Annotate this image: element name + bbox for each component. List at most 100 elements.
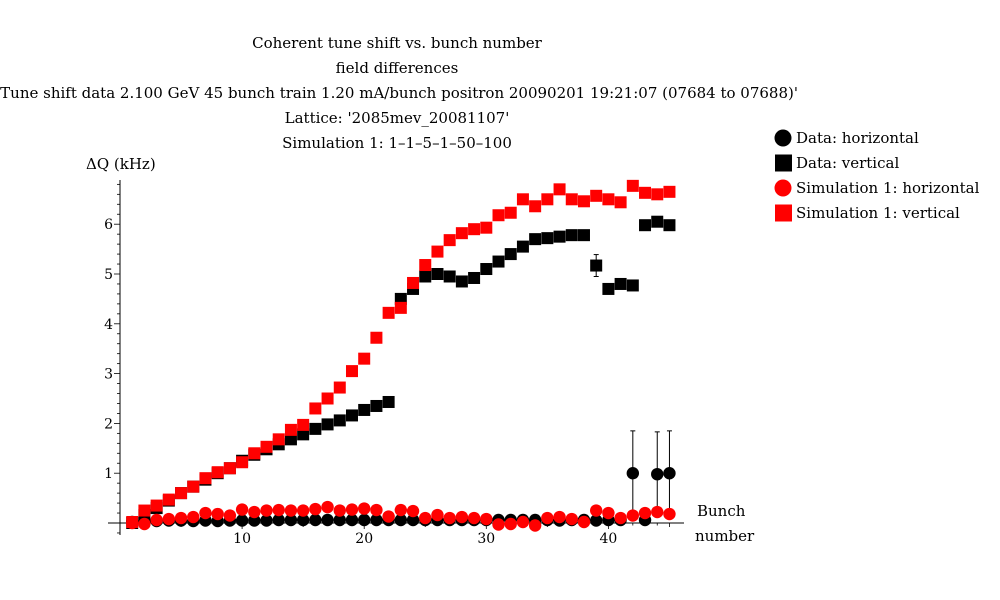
legend-label: Simulation 1: vertical	[796, 204, 960, 222]
data-point	[565, 229, 578, 242]
data-point	[626, 279, 639, 292]
y-tick-label: 1	[104, 466, 113, 482]
data-point	[480, 221, 493, 234]
chart-title: Coherent tune shift vs. bunch number fiel…	[0, 34, 798, 152]
data-point	[516, 515, 530, 529]
y-tick-label: 6	[104, 217, 113, 233]
data-point	[296, 504, 310, 517]
legend-label: Data: horizontal	[796, 129, 919, 147]
data-point	[467, 511, 481, 525]
data-point	[345, 503, 359, 516]
data-point	[284, 433, 297, 446]
data-point	[455, 227, 468, 240]
data-point	[358, 403, 371, 416]
data-point	[419, 270, 432, 283]
data-point	[589, 504, 603, 517]
data-point	[174, 511, 188, 525]
data-point	[162, 493, 175, 506]
data-point	[516, 240, 529, 253]
data-point	[223, 509, 237, 522]
chart-legend: Data: horizontal Data: vertical Simulation…	[774, 129, 980, 222]
data-point	[614, 196, 627, 209]
data-point	[431, 245, 444, 258]
data-point	[235, 514, 249, 527]
data-point	[504, 517, 517, 531]
data-point	[614, 277, 627, 290]
data-point	[150, 499, 163, 512]
data-point	[321, 418, 334, 431]
chart-axes: 10 20 30 40 1 2 3 4 5 6 ΔQ (kHz) Bunch number	[86, 155, 755, 547]
data-point	[162, 512, 176, 526]
data-point	[663, 467, 676, 480]
data-point	[297, 418, 310, 431]
data-point	[553, 510, 566, 524]
data-point	[480, 512, 493, 526]
data-point	[553, 230, 566, 243]
data-point	[431, 268, 444, 280]
data-point	[309, 402, 322, 415]
data-point	[272, 433, 285, 446]
data-point	[260, 514, 273, 527]
data-point	[260, 440, 273, 453]
data-point	[529, 200, 542, 213]
legend-marker	[774, 129, 792, 147]
data-point	[358, 502, 371, 515]
data-point	[626, 509, 640, 522]
data-point	[321, 500, 334, 514]
data-point	[602, 506, 615, 520]
data-point	[309, 422, 322, 435]
data-point	[663, 507, 676, 521]
data-point	[394, 301, 407, 314]
data-point	[651, 467, 664, 481]
data-point	[370, 513, 383, 527]
data-point	[443, 270, 456, 283]
data-point	[590, 189, 603, 202]
x-axis-label-line-2: number	[695, 527, 755, 545]
data-point	[577, 195, 590, 208]
data-point	[406, 513, 420, 527]
data-point	[394, 503, 408, 517]
data-point	[492, 209, 505, 222]
data-point	[602, 193, 615, 206]
data-point	[309, 513, 322, 527]
data-point	[296, 513, 310, 527]
y-tick-label: 5	[104, 267, 113, 283]
data-point	[419, 511, 432, 525]
data-point	[260, 504, 273, 517]
data-point	[565, 512, 578, 526]
data-point	[126, 516, 139, 529]
data-point	[455, 510, 469, 524]
data-point	[138, 504, 151, 517]
data-point	[248, 505, 261, 519]
data-point	[211, 466, 224, 479]
legend-label: Simulation 1: horizontal	[796, 179, 980, 197]
data-point	[541, 193, 554, 206]
data-point	[626, 467, 640, 480]
data-point	[504, 248, 517, 261]
data-point	[175, 487, 188, 500]
x-tick-label: 40	[599, 531, 617, 547]
data-point	[468, 223, 481, 236]
data-point	[235, 503, 249, 516]
title-line-5: Simulation 1: 1–1–5–1–50–100	[282, 134, 512, 152]
data-point	[284, 504, 298, 517]
data-point	[382, 306, 395, 319]
data-point	[468, 271, 481, 284]
data-point	[248, 447, 261, 460]
y-tick-label: 2	[104, 416, 113, 432]
data-point	[321, 513, 334, 527]
data-point	[284, 513, 298, 527]
chart-marks	[126, 179, 676, 532]
data-point	[614, 511, 627, 525]
data-point	[638, 506, 652, 520]
title-line-2: field differences	[336, 59, 459, 77]
x-tick-label: 30	[477, 531, 495, 547]
data-point	[626, 179, 639, 192]
data-point	[639, 186, 652, 199]
data-point	[553, 183, 566, 196]
data-point	[455, 275, 468, 288]
data-point	[602, 282, 615, 295]
series-4	[126, 179, 676, 529]
data-point	[333, 513, 346, 527]
